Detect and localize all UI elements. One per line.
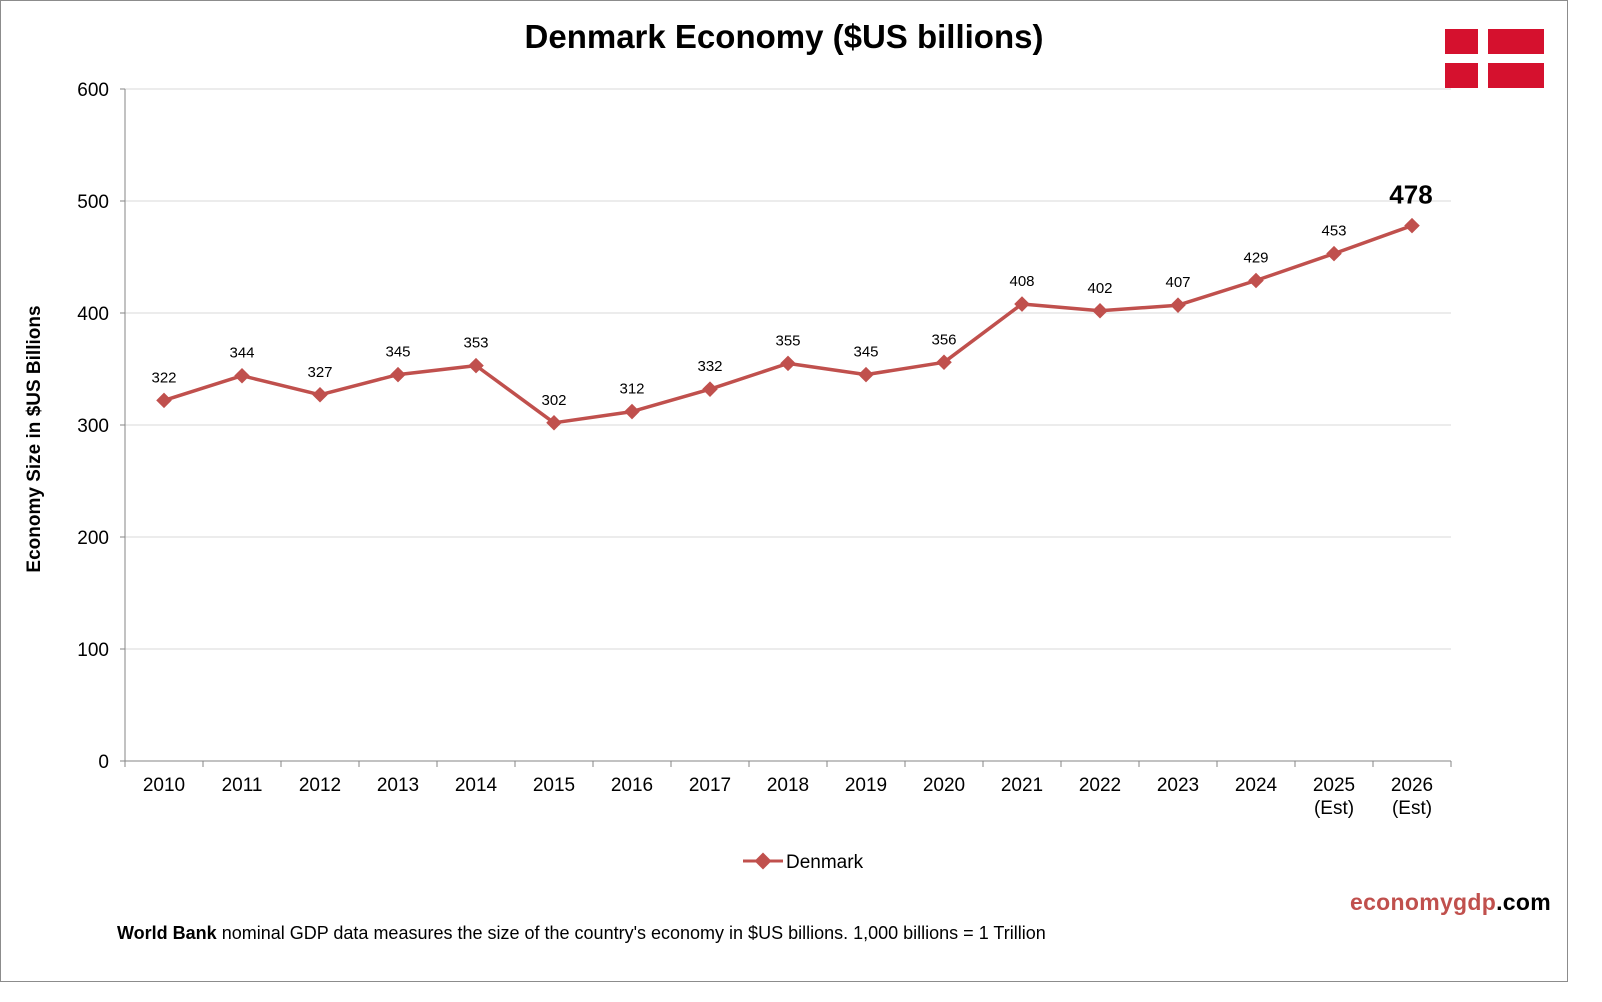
footnote-text: nominal GDP data measures the size of th…	[216, 923, 1046, 943]
data-label: 429	[1243, 250, 1268, 267]
x-tick-label: 2025	[1313, 775, 1355, 796]
x-tick-sublabel: (Est)	[1314, 798, 1354, 819]
x-tick-label: 2012	[299, 775, 341, 796]
x-tick-label: 2026	[1391, 775, 1433, 796]
brand-text-part1: economygdp	[1349, 889, 1497, 915]
plot-area: 0 100 200 300 400 500 600 2010 2011 2012 2013 2014 2…	[77, 80, 1452, 819]
x-tick-label: 2016	[611, 775, 653, 796]
x-tick-label: 2018	[767, 775, 809, 796]
legend: Denmark	[743, 852, 864, 873]
x-tick-label: 2022	[1079, 775, 1121, 796]
data-label: 408	[1009, 273, 1034, 290]
data-point	[858, 366, 874, 383]
x-tick-label: 2017	[689, 775, 731, 796]
data-label: 353	[463, 335, 488, 352]
x-tick-label: 2021	[1001, 775, 1043, 796]
data-point	[1170, 297, 1186, 313]
x-tick-label: 2023	[1157, 775, 1199, 796]
data-point	[1326, 245, 1342, 262]
chart-frame: Denmark Economy ($US billions) Economy S…	[0, 0, 1568, 982]
x-tick-label: 2010	[143, 775, 185, 796]
legend-marker	[754, 852, 772, 870]
legend-label: Denmark	[786, 852, 864, 873]
x-tick-label: 2011	[222, 775, 263, 796]
data-point	[156, 392, 172, 409]
data-point	[624, 403, 640, 420]
data-label: 312	[619, 381, 644, 398]
data-label: 355	[775, 332, 800, 349]
data-label: 453	[1321, 223, 1346, 240]
chart-title: Denmark Economy ($US billions)	[525, 18, 1044, 55]
y-tick-label: 400	[77, 304, 109, 325]
data-label: 345	[853, 344, 878, 361]
data-point	[390, 366, 406, 383]
data-point	[1404, 217, 1420, 234]
data-label: 327	[307, 364, 332, 381]
data-label: 345	[385, 344, 410, 361]
data-point	[780, 355, 796, 372]
data-label: 302	[541, 392, 566, 409]
data-label: 322	[151, 369, 176, 386]
x-tick-label: 2020	[923, 775, 965, 796]
y-tick-label: 500	[77, 192, 109, 213]
data-point	[312, 386, 328, 403]
data-point	[234, 367, 250, 384]
data-label-highlight: 478	[1389, 180, 1432, 210]
x-tick-label: 2013	[377, 775, 419, 796]
y-tick-label: 200	[77, 528, 109, 549]
data-point	[1092, 302, 1108, 319]
series-line-denmark	[163, 223, 1413, 425]
y-axis-title: Economy Size in $US Billions	[24, 305, 45, 572]
line-chart: Denmark Economy ($US billions) Economy S…	[24, 18, 1544, 873]
data-point	[702, 381, 718, 397]
x-tick-sublabel: (Est)	[1392, 798, 1432, 819]
x-tick-label: 2024	[1235, 775, 1278, 796]
y-tick-label: 0	[98, 752, 109, 773]
data-label: 356	[931, 331, 956, 348]
footnote: World Bank nominal GDP data measures the…	[117, 923, 1046, 944]
data-label: 332	[697, 358, 722, 375]
x-tick-label: 2019	[845, 775, 887, 796]
denmark-flag-icon	[1445, 29, 1544, 88]
x-tick-label: 2014	[455, 775, 498, 796]
y-tick-label: 100	[77, 640, 109, 661]
data-label: 407	[1165, 274, 1190, 291]
y-tick-label: 300	[77, 416, 109, 437]
footnote-source: World Bank	[117, 923, 217, 943]
y-tick-label: 600	[77, 80, 109, 101]
brand-text-part2: .com	[1496, 889, 1551, 915]
flag-cross-horizontal	[1445, 54, 1544, 63]
data-label: 344	[229, 345, 254, 362]
data-label: 402	[1087, 280, 1112, 297]
data-point	[1248, 272, 1264, 289]
x-tick-label: 2015	[533, 775, 575, 796]
brand-logo: economygdp.com	[1350, 889, 1551, 916]
